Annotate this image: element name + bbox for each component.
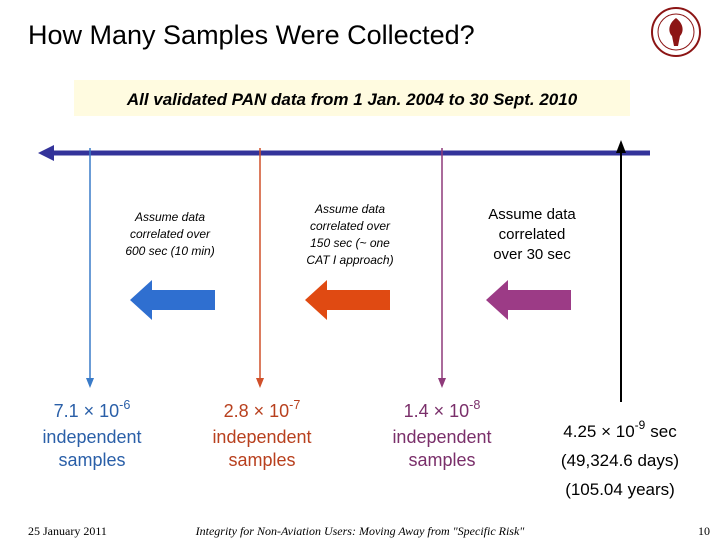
timeline-arrow [38, 145, 650, 161]
final-number: 4.25 × 10-9 sec [563, 418, 677, 441]
result-line: samples [58, 450, 125, 470]
result-line: samples [408, 450, 475, 470]
result-line: independent [212, 427, 311, 447]
note-line: correlated [499, 226, 566, 243]
note-line: CAT I approach) [306, 253, 393, 267]
note-line: over 30 sec [493, 246, 571, 263]
exponent: -7 [289, 398, 300, 412]
title: How Many Samples Were Collected? [28, 20, 475, 50]
footer-page: 10 [698, 524, 710, 538]
number-base: 1.4 × 10 [404, 401, 470, 421]
footer-date: 25 January 2011 [28, 524, 107, 538]
final-line: (105.04 years) [565, 480, 675, 499]
number-base: 7.1 × 10 [54, 401, 120, 421]
footer-talk: Integrity for Non-Aviation Users: Moving… [195, 524, 526, 538]
note-line: 150 sec (~ one [310, 236, 390, 250]
final-line: (49,324.6 days) [561, 451, 679, 470]
note-line: correlated over [130, 227, 211, 241]
result-line: samples [228, 450, 295, 470]
exponent: -8 [469, 398, 480, 412]
dividers [86, 140, 626, 402]
block-arrows [130, 280, 571, 320]
note-line: 600 sec (10 min) [125, 244, 214, 258]
note-line: Assume data [314, 202, 385, 216]
note-line: Assume data [488, 206, 576, 223]
note-line: Assume data [134, 210, 205, 224]
number-base: 4.25 × 10 [563, 422, 634, 441]
number-base: 2.8 × 10 [224, 401, 290, 421]
subtitle: All validated PAN data from 1 Jan. 2004 … [126, 90, 578, 109]
exponent: -9 [635, 418, 646, 432]
unit: sec [650, 422, 677, 441]
result-number: 7.1 × 10-6 [54, 398, 131, 421]
result-number: 1.4 × 10-8 [404, 398, 481, 421]
seal [651, 7, 701, 57]
exponent: -6 [119, 398, 130, 412]
result-number: 2.8 × 10-7 [224, 398, 301, 421]
result-line: independent [42, 427, 141, 447]
note-line: correlated over [310, 219, 391, 233]
subtitle-box [74, 80, 630, 116]
result-line: independent [392, 427, 491, 447]
